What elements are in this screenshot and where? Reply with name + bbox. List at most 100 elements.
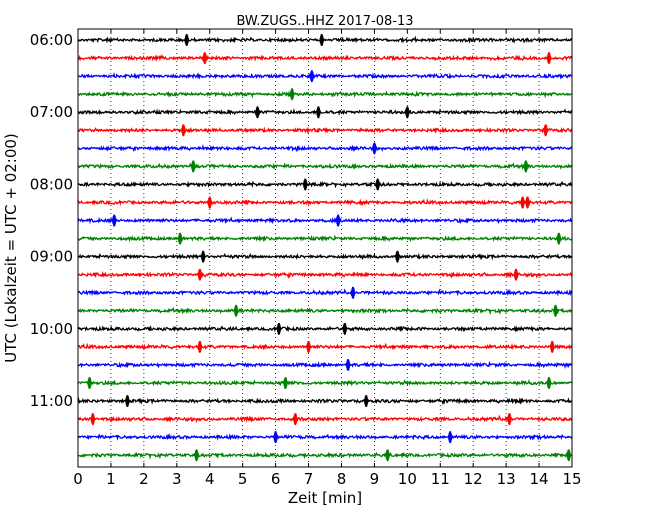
event-spike xyxy=(552,304,559,317)
trace-line xyxy=(77,144,573,153)
trace-row xyxy=(77,232,573,245)
event-spike xyxy=(519,196,526,209)
x-axis-label: Zeit [min] xyxy=(288,489,362,507)
trace-row xyxy=(77,286,573,299)
x-tick-label: 8 xyxy=(337,470,347,488)
trace-line xyxy=(77,162,573,171)
event-spike xyxy=(207,196,213,209)
event-spike xyxy=(202,52,208,65)
event-spike xyxy=(272,431,279,444)
event-spike xyxy=(371,142,378,155)
event-spike xyxy=(111,214,117,227)
x-tick-label: 6 xyxy=(271,470,281,488)
event-spike xyxy=(193,449,200,462)
trace-row xyxy=(77,196,573,209)
y-tick-label: 07:00 xyxy=(30,103,73,121)
y-axis-label: UTC (Lokalzeit = UTC + 02:00) xyxy=(2,133,20,363)
trace-row xyxy=(77,304,573,317)
event-spike xyxy=(90,413,96,426)
event-spike xyxy=(546,52,552,65)
trace-row xyxy=(77,70,573,83)
y-tick-label: 11:00 xyxy=(30,392,73,410)
event-spike xyxy=(363,395,369,408)
event-spike xyxy=(556,232,562,245)
trace-line xyxy=(77,126,573,135)
x-tick-label: 10 xyxy=(398,470,417,488)
x-tick-label: 14 xyxy=(530,470,549,488)
trace-row xyxy=(77,106,573,119)
event-spike xyxy=(542,124,549,137)
trace-row xyxy=(77,359,573,371)
y-tick-label: 09:00 xyxy=(30,248,73,266)
trace-line xyxy=(77,234,573,243)
trace-row xyxy=(77,322,573,335)
trace-line xyxy=(77,216,573,225)
event-spike xyxy=(254,106,261,119)
event-spike xyxy=(513,268,519,281)
trace-row xyxy=(77,160,573,173)
trace-row xyxy=(77,268,573,281)
trace-line xyxy=(77,379,573,387)
event-spike xyxy=(549,341,555,353)
trace-row xyxy=(77,341,573,353)
x-axis-ticks: 0 1 2 3 4 5 6 7 8 9 10 11 12 13 14 15 xyxy=(73,29,582,488)
event-spike xyxy=(384,449,391,462)
seismogram-traces xyxy=(77,34,573,462)
event-spike xyxy=(180,124,187,137)
event-spike xyxy=(276,322,282,335)
trace-line xyxy=(77,306,573,316)
event-spike xyxy=(184,34,190,47)
x-tick-label: 7 xyxy=(304,470,314,488)
event-spike xyxy=(342,322,348,335)
trace-row xyxy=(77,449,573,462)
x-tick-label: 0 xyxy=(73,470,83,488)
trace-row xyxy=(77,431,573,444)
event-spike xyxy=(305,341,312,353)
trace-line xyxy=(77,90,573,99)
event-spike xyxy=(200,250,206,263)
event-spike xyxy=(177,232,183,245)
event-spike xyxy=(197,268,203,281)
event-spike xyxy=(375,178,381,191)
y-tick-label: 06:00 xyxy=(30,31,73,49)
trace-line xyxy=(77,324,573,333)
trace-line xyxy=(77,288,573,297)
event-spike xyxy=(335,214,341,227)
event-spike xyxy=(546,377,552,389)
event-spike xyxy=(315,106,322,119)
trace-row xyxy=(77,413,573,426)
x-tick-label: 11 xyxy=(431,470,450,488)
plot-frame xyxy=(77,28,573,468)
x-tick-label: 12 xyxy=(464,470,483,488)
trace-line xyxy=(77,53,573,62)
event-spike xyxy=(524,196,531,209)
event-spike xyxy=(404,106,411,119)
trace-row xyxy=(77,52,573,65)
event-spike xyxy=(394,250,401,263)
x-tick-label: 1 xyxy=(106,470,116,488)
x-tick-label: 13 xyxy=(497,470,516,488)
trace-row xyxy=(77,88,573,101)
trace-line xyxy=(77,270,573,279)
trace-row xyxy=(77,377,573,389)
y-tick-label: 10:00 xyxy=(30,320,73,338)
trace-line xyxy=(77,198,573,207)
trace-row xyxy=(77,178,573,191)
trace-line xyxy=(77,71,573,80)
trace-row xyxy=(77,124,573,137)
x-tick-label: 9 xyxy=(370,470,380,488)
trace-row xyxy=(77,34,573,47)
x-tick-label: 2 xyxy=(139,470,149,488)
trace-line xyxy=(77,414,573,424)
event-spike xyxy=(282,377,289,389)
y-tick-label: 08:00 xyxy=(30,175,73,193)
event-spike xyxy=(289,88,295,101)
x-tick-label: 3 xyxy=(172,470,182,488)
trace-line xyxy=(77,397,573,406)
event-spike xyxy=(309,70,315,83)
trace-line xyxy=(77,35,573,44)
event-spike xyxy=(292,413,299,426)
x-tick-label: 15 xyxy=(562,470,581,488)
